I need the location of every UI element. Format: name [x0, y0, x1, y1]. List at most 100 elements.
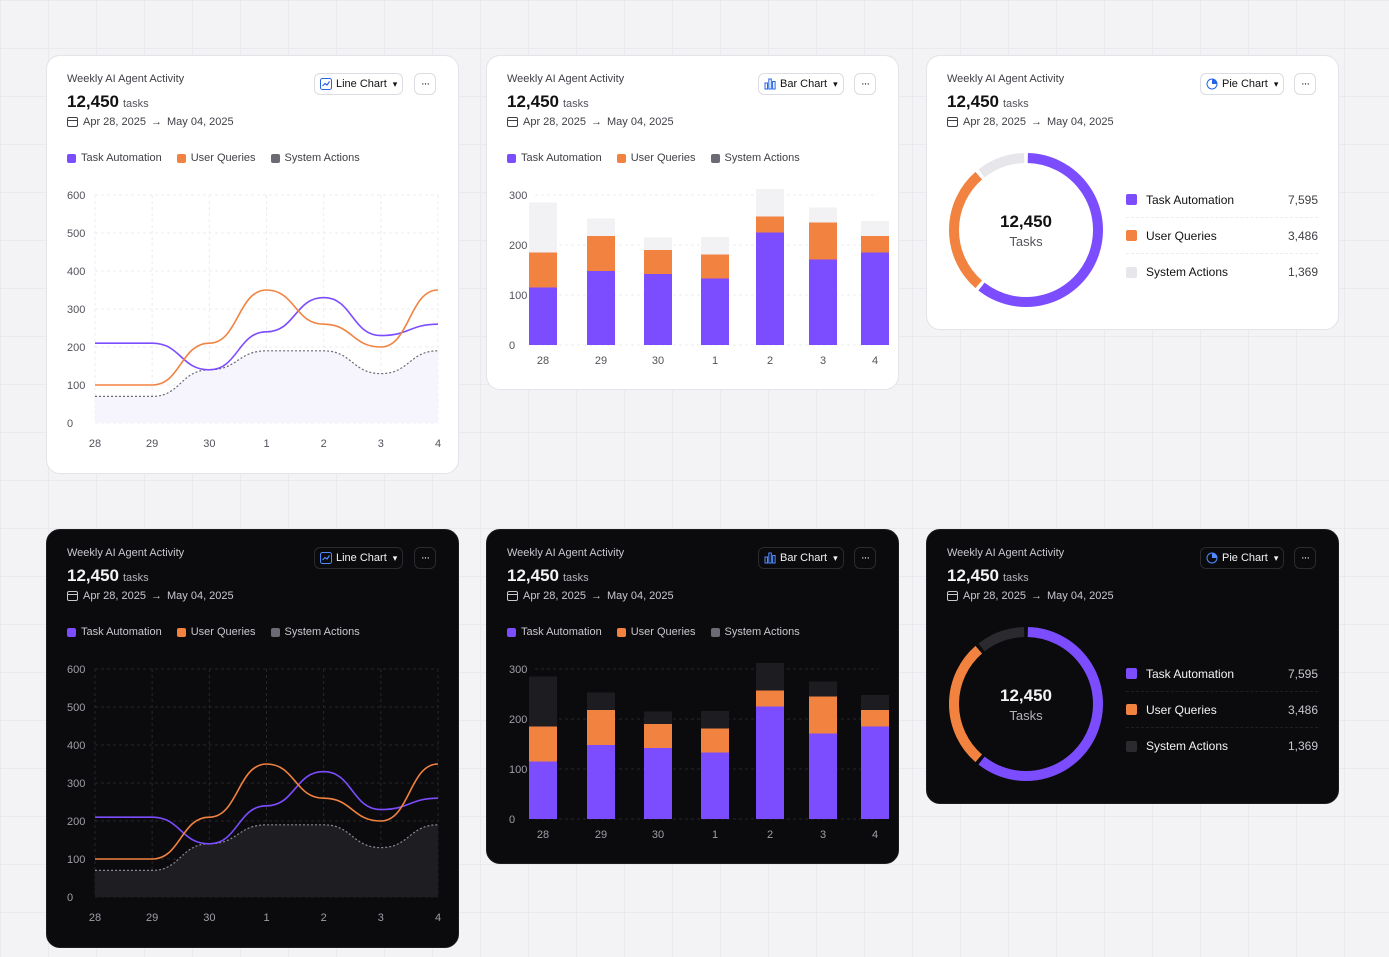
chevron-down-icon: ▾: [833, 552, 838, 563]
chart-type-label: Pie Chart: [1222, 78, 1268, 90]
pie-legend-value-system: 1,369: [1287, 265, 1318, 279]
pie-legend-swatch-task: [1126, 194, 1137, 205]
total-number: 12,450: [947, 566, 999, 585]
arc-system-actions: [978, 627, 1025, 652]
pie-legend-label-system: System Actions: [1146, 739, 1229, 753]
legend-swatch-user: [616, 153, 626, 163]
legend-item-user: User Queries: [616, 152, 696, 164]
pie-legend: Task Automation 7,595 User Queries 3,486 S…: [1126, 182, 1318, 290]
more-options-button[interactable]: ···: [414, 73, 436, 95]
arrow-right-icon: →: [151, 590, 162, 602]
pie-legend-row-user: User Queries 3,486: [1126, 218, 1318, 254]
legend-item-system: System Actions: [270, 152, 360, 164]
bar-user-queries: [809, 222, 837, 260]
legend-label-user: User Queries: [190, 152, 256, 164]
pie-center: 12,450 Tasks: [971, 686, 1081, 723]
more-options-button[interactable]: ···: [854, 73, 876, 95]
legend-swatch-system: [710, 627, 720, 637]
legend-swatch-system: [270, 153, 280, 163]
arrow-right-icon: →: [591, 590, 602, 602]
x-tick-label: 1: [263, 438, 269, 450]
bar-task-automation: [809, 733, 837, 819]
chevron-down-icon: ▾: [1273, 78, 1279, 89]
x-tick-label: 30: [652, 829, 664, 841]
legend-label-task: Task Automation: [521, 152, 602, 164]
pie-center-label: Tasks: [1009, 708, 1043, 723]
x-tick-label: 28: [537, 355, 549, 367]
pie-legend-label-user: User Queries: [1146, 228, 1217, 243]
pie-center-label: Tasks: [1009, 234, 1043, 249]
bar-system-actions: [701, 237, 729, 255]
more-options-button[interactable]: ···: [854, 547, 876, 569]
more-options-button[interactable]: ···: [1294, 547, 1316, 569]
end-date: May 04, 2025: [1047, 116, 1114, 128]
bar-task-automation: [587, 271, 615, 345]
start-date: Apr 28, 2025: [963, 590, 1026, 602]
chart-type-select[interactable]: Bar Chart ▾: [758, 547, 844, 569]
bar-user-queries: [644, 250, 672, 274]
chart-type-select[interactable]: Pie Chart ▾: [1200, 73, 1285, 95]
total-number: 12,450: [67, 566, 119, 585]
pie-legend-label-system: System Actions: [1146, 265, 1229, 279]
more-options-button[interactable]: ···: [414, 547, 436, 569]
legend-label-user: User Queries: [630, 152, 696, 164]
y-tick-label: 100: [509, 764, 527, 776]
legend-item-task: Task Automation: [507, 626, 602, 638]
pie-legend-value-task: 7,595: [1287, 666, 1318, 681]
end-date: May 04, 2025: [1047, 590, 1114, 602]
legend-label-user: User Queries: [630, 626, 696, 638]
total-tasks: 12,450 tasks: [67, 566, 149, 586]
bar-system-actions: [587, 692, 615, 710]
date-range: Apr 28, 2025 → May 04, 2025: [947, 590, 1114, 602]
x-tick-label: 4: [872, 829, 878, 841]
pie-center: 12,450 Tasks: [971, 212, 1081, 249]
legend: Task Automation User Queries System Acti…: [507, 152, 800, 164]
pie-legend-swatch-task: [1126, 668, 1137, 679]
total-unit: tasks: [123, 98, 149, 110]
bar-task-automation: [587, 745, 615, 819]
arrow-right-icon: →: [591, 116, 602, 128]
date-range: Apr 28, 2025 → May 04, 2025: [67, 590, 234, 602]
line-chart: 0 100 200 300 400 500 600 28 29 30 1 2 3 4: [67, 664, 441, 924]
bar-system-actions: [809, 207, 837, 223]
legend-label-task: Task Automation: [81, 626, 162, 638]
calendar-icon: [507, 591, 518, 601]
bar-system-actions: [644, 237, 672, 250]
pie-legend-row-task: Task Automation 7,595: [1126, 182, 1318, 218]
arc-user-queries: [949, 171, 983, 289]
start-date: Apr 28, 2025: [523, 116, 586, 128]
pie-legend-label-user: User Queries: [1146, 702, 1217, 717]
legend-label-system: System Actions: [724, 152, 800, 164]
arrow-right-icon: →: [151, 116, 162, 128]
chart-type-select[interactable]: Line Chart ▾: [314, 73, 404, 95]
y-tick-label: 200: [509, 240, 527, 252]
y-tick-label: 300: [67, 304, 85, 316]
total-unit: tasks: [563, 98, 589, 110]
pie-legend: Task Automation 7,595 User Queries 3,486 S…: [1126, 656, 1318, 764]
chart-type-label: Line Chart: [336, 78, 387, 90]
pie-legend-value-user: 3,486: [1287, 228, 1318, 243]
total-tasks: 12,450 tasks: [947, 566, 1029, 586]
legend-swatch-system: [710, 153, 720, 163]
line-task-automation: [95, 296, 439, 371]
x-tick-label: 1: [712, 355, 718, 367]
bar-task-automation: [529, 761, 557, 819]
x-tick-label: 2: [767, 355, 773, 367]
chart-type-select[interactable]: Bar Chart ▾: [758, 73, 844, 95]
legend-item-user: User Queries: [176, 626, 256, 638]
more-options-button[interactable]: ···: [1294, 73, 1316, 95]
pie-legend-row-user: User Queries 3,486: [1126, 692, 1318, 728]
bar-system-actions: [861, 695, 889, 710]
chart-type-select[interactable]: Line Chart ▾: [314, 547, 404, 569]
legend-swatch-task: [67, 627, 76, 637]
total-number: 12,450: [507, 566, 559, 585]
end-date: May 04, 2025: [167, 116, 234, 128]
chart-type-select[interactable]: Pie Chart ▾: [1200, 547, 1285, 569]
legend-swatch-user: [176, 153, 186, 163]
x-tick-label: 29: [595, 355, 607, 367]
x-tick-label: 28: [89, 438, 101, 450]
arc-task-automation: [978, 153, 1103, 307]
legend-item-task: Task Automation: [507, 152, 602, 164]
line-chart-card-light: Weekly AI Agent Activity 12,450 tasks Apr…: [46, 55, 459, 474]
start-date: Apr 28, 2025: [83, 590, 146, 602]
